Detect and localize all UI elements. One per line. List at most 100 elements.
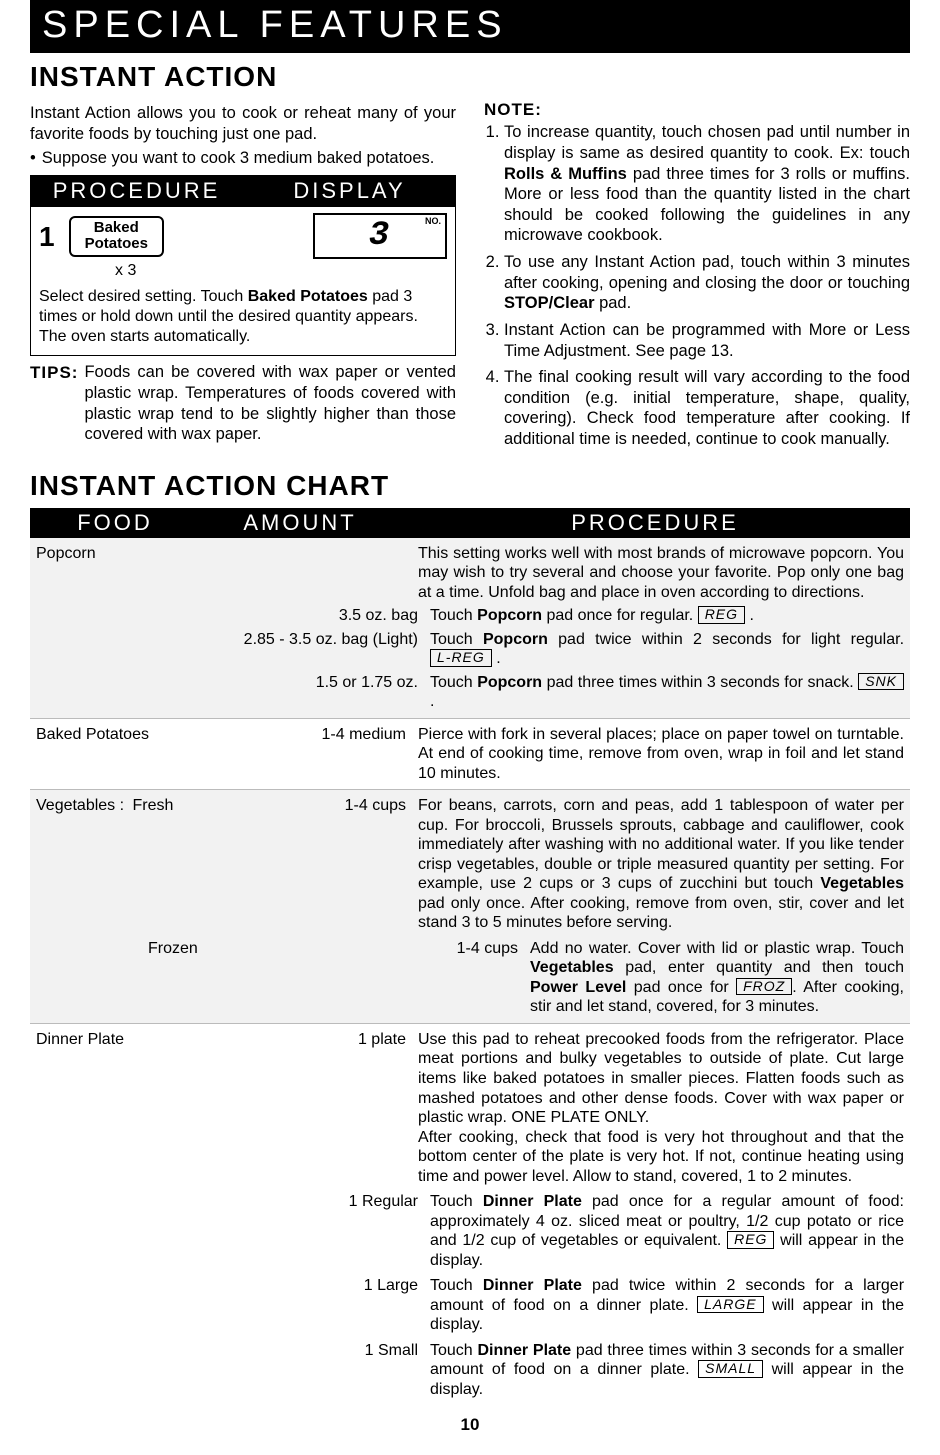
veg-frozen-amount: 1-4 cups [318,939,530,1017]
veg-label: Vegetables : [36,797,124,814]
disp-reg: REG [698,606,745,623]
bar-display-label: DISPLAY [243,177,456,205]
disp-froz: FROZ [736,978,792,995]
period: . [745,607,754,624]
dinner-p1-text: Use this pad to reheat precooked foods f… [418,1030,904,1128]
t: Power Level [530,979,626,996]
t: Touch [430,674,477,691]
disp-small: SMALL [698,1360,763,1377]
disp-snk: SNK [858,673,904,690]
dinner-r-amount: 1 Regular [218,1192,430,1270]
note-4: The final cooking result will vary accor… [504,367,910,450]
procedure-display-bar: PROCEDURE DISPLAY [30,175,456,207]
t: pad once for regular. [542,607,698,624]
display-box: 3 NO. [313,213,447,259]
pc-s1-blank [48,606,218,626]
chart-row-baked: Baked Potatoes 1-4 medium Pierce with fo… [30,719,910,791]
t: pad three times within 3 seconds for sna… [542,674,858,691]
t: Touch [430,1342,477,1359]
veg-fresh-text: For beans, carrots, corn and peas, add 1… [418,796,904,933]
x3-label: x 3 [115,261,447,281]
pc-s2-blank [48,630,218,669]
baked-potatoes-pad: Baked Potatoes [69,216,164,257]
dinner-small-sub: 1 Small Touch Dinner Plate pad three tim… [48,1341,904,1400]
chart-title: INSTANT ACTION CHART [30,470,910,502]
t: Dinner Plate [483,1277,582,1294]
veg-frozen-label-wrap: Frozen [48,939,318,1017]
pc-s1-amount: 3.5 oz. bag [218,606,430,626]
note-1: To increase quantity, touch chosen pad u… [504,122,910,246]
disp-lreg: L-REG [430,649,492,666]
t: Popcorn [477,674,542,691]
popcorn-sub3: 1.5 or 1.75 oz. Touch Popcorn pad three … [48,673,904,712]
popcorn-sub1: 3.5 oz. bag Touch Popcorn pad once for r… [48,606,904,626]
pc-s2-amount: 2.85 - 3.5 oz. bag (Light) [218,630,430,669]
t: Vegetables [820,875,904,892]
baked-proc: Pierce with fork in several places; plac… [418,725,904,784]
bullet-text: Suppose you want to cook 3 medium baked … [42,148,435,169]
dinner-regular-sub: 1 Regular Touch Dinner Plate pad once fo… [48,1192,904,1270]
chart-row-veg: Vegetables : Fresh 1-4 cups For beans, c… [30,790,910,1024]
dinner-l-amount: 1 Large [218,1276,430,1335]
t: Touch [430,1193,483,1210]
chart-header: FOOD AMOUNT PROCEDURE [30,508,910,538]
pad-line1: Baked [85,220,148,237]
period: . [430,693,434,710]
dinner-l-proc: Touch Dinner Plate pad twice within 2 se… [430,1276,904,1335]
t: Touch [430,1277,483,1294]
dinner-large-sub: 1 Large Touch Dinner Plate pad twice wit… [48,1276,904,1335]
veg-frozen-sub: Frozen 1-4 cups Add no water. Cover with… [48,939,904,1017]
t: Popcorn [477,607,542,624]
t: Popcorn [483,631,548,648]
pc-s3-blank [48,673,218,712]
t: Vegetables [530,959,614,976]
dinner-proc: Use this pad to reheat precooked foods f… [418,1030,904,1399]
t: pad only once. After cooking, remove fro… [418,895,904,932]
pad-line2: Potatoes [85,236,148,253]
t: pad, enter quantity and then touch [614,959,904,976]
intro-text: Instant Action allows you to cook or reh… [30,103,456,144]
veg-frozen-label: Frozen [148,940,198,957]
blank [48,1341,218,1400]
pc-s2-proc: Touch Popcorn pad twice within 2 seconds… [430,630,904,669]
t: pad twice within 2 seconds for light reg… [548,631,904,648]
right-column: NOTE: To increase quantity, touch chosen… [484,99,910,456]
procedure-box: 1 Baked Potatoes 3 NO. x 3 Select desire… [30,206,456,356]
t: Touch [430,607,477,624]
page: SPECIAL FEATURES INSTANT ACTION Instant … [0,0,940,1455]
instant-action-columns: Instant Action allows you to cook or reh… [30,99,910,456]
blank [48,1192,218,1270]
pc-s1-proc: Touch Popcorn pad once for regular. REG … [430,606,904,626]
t: Add no water. Cover with lid or plastic … [530,940,904,957]
dinner-p1-text2: After cooking, check that food is very h… [418,1128,904,1187]
tips-text: Foods can be covered with wax paper or v… [84,362,456,445]
popcorn-intro: This setting works well with most brands… [418,544,904,603]
note-title: NOTE: [484,99,910,120]
t: Dinner Plate [477,1342,571,1359]
procedure-row: 1 Baked Potatoes 3 NO. [39,213,447,259]
pc-s3-proc: Touch Popcorn pad three times within 3 s… [430,673,904,712]
display-digit: 3 [369,215,391,258]
popcorn-sub2: 2.85 - 3.5 oz. bag (Light) Touch Popcorn… [48,630,904,669]
disp-reg2: REG [727,1231,774,1248]
notes-list: To increase quantity, touch chosen pad u… [484,122,910,449]
page-number: 10 [30,1415,910,1435]
header-bar: SPECIAL FEATURES [30,0,910,53]
chart-header-procedure: PROCEDURE [400,510,910,536]
chart-header-food: FOOD [30,510,200,536]
veg-fresh-label: Fresh [133,797,174,814]
dinner-s-amount: 1 Small [218,1341,430,1400]
t: pad once for [626,979,736,996]
left-column: Instant Action allows you to cook or reh… [30,99,456,456]
instant-action-title: INSTANT ACTION [30,61,910,93]
dinner-r-proc: Touch Dinner Plate pad once for a regula… [430,1192,904,1270]
chart-row-popcorn: Popcorn This setting works well with mos… [30,538,910,719]
n2b: STOP/Clear [504,294,594,312]
step-number: 1 [39,219,55,254]
pc-s3-amount: 1.5 or 1.75 oz. [218,673,430,712]
bullet-line: • Suppose you want to cook 3 medium bake… [30,148,456,169]
chart-header-amount: AMOUNT [200,510,400,536]
bar-procedure-label: PROCEDURE [30,177,243,205]
t: Dinner Plate [483,1193,582,1210]
n1b: Rolls & Muffins [504,165,627,183]
